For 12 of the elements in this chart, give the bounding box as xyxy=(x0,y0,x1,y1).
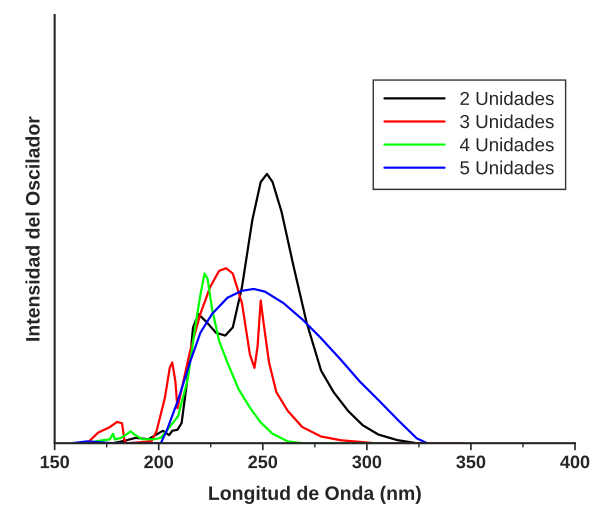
x-tick-label: 200 xyxy=(144,456,174,468)
legend-label: 3 Unidades xyxy=(460,114,554,128)
x-tick-label: 150 xyxy=(40,456,69,468)
y-axis-title: Intensidad del Oscilador xyxy=(25,116,40,341)
x-tick-label: 300 xyxy=(352,456,382,468)
x-tick-label: 250 xyxy=(248,456,278,468)
x-axis-title: Longitud de Onda (nm) xyxy=(209,486,421,504)
legend-label: 5 Unidades xyxy=(460,160,554,174)
x-tick-label: 400 xyxy=(560,456,590,468)
legend-label: 2 Unidades xyxy=(460,91,554,106)
legend-label: 4 Unidades xyxy=(460,138,554,152)
x-tick-label: 350 xyxy=(456,456,486,468)
